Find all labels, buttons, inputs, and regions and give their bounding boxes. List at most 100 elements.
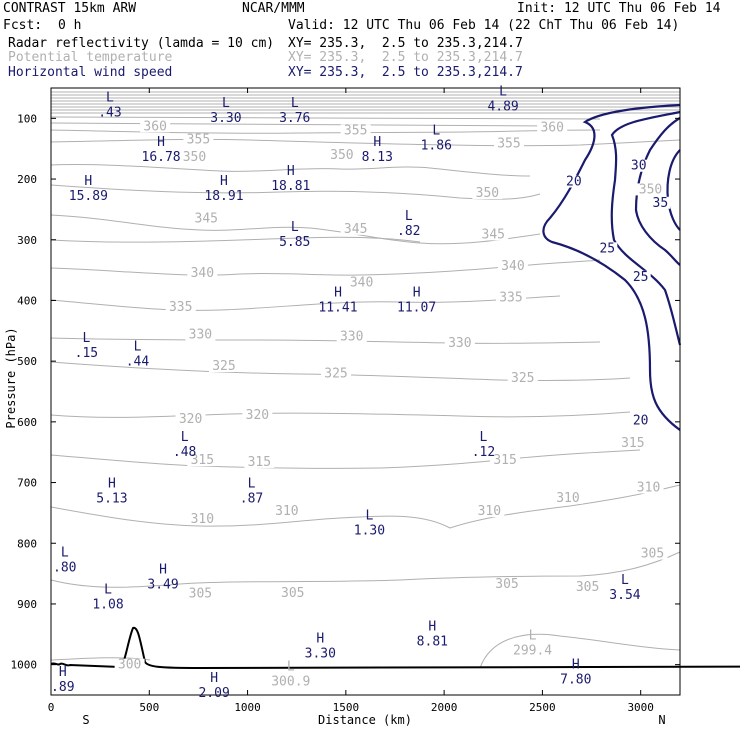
wind-contour-20a (542, 103, 681, 431)
wind-extremum-value: 5.85 (279, 235, 310, 250)
wind-extremum-letter: H (210, 671, 218, 686)
wind-extremum-letter: L (82, 331, 90, 346)
theta-label-bg (187, 454, 218, 467)
theta-label-bg (175, 412, 206, 425)
wind-label-bg (630, 270, 651, 283)
theta-contour-label: 310 (191, 512, 214, 527)
x-tick-label: 1000 (234, 701, 261, 714)
theta-contour-label: 310 (478, 504, 501, 519)
wind-extremum-value: 16.78 (142, 150, 181, 165)
y-tick-label: 200 (17, 173, 37, 186)
theta-label-bg (187, 267, 218, 280)
theta-contour-label: 310 (556, 491, 579, 506)
theta-contour-label: 315 (191, 453, 214, 468)
theta-label-bg (492, 577, 523, 590)
wind-extremum-letter: H (373, 135, 381, 150)
field-theta-xy: XY= 235.3, 2.5 to 235.3,214.7 (288, 50, 523, 65)
theta-contour-label: 305 (641, 547, 664, 562)
x-tick-label: 2000 (431, 701, 458, 714)
theta-line-325 (50, 361, 631, 381)
theta-contour-label: 335 (499, 290, 522, 305)
plot-frame (50, 87, 681, 696)
theta-contour-label: 320 (246, 408, 269, 423)
wind-extremum-value: .82 (397, 224, 420, 239)
theta-contour-label: 325 (511, 371, 534, 386)
theta-contour-label: 345 (344, 222, 367, 237)
wind-extremum-value: 1.08 (92, 597, 123, 612)
theta-contour-label: 315 (248, 455, 271, 470)
theta-label-bg (187, 513, 218, 526)
theta-label-bg (633, 481, 664, 494)
y-tick-label: 600 (17, 416, 37, 429)
theta-label-bg (537, 121, 568, 134)
wind-extremum-value: 2.09 (198, 686, 229, 701)
theta-label-bg (271, 505, 302, 518)
theta-line-310 (50, 484, 681, 529)
theta-contour-label: 355 (187, 133, 210, 148)
y-tick-label: 300 (17, 234, 37, 247)
wind-extremum-letter: H (108, 477, 116, 492)
y-axis-title: Pressure (hPa) (4, 327, 18, 428)
theta-line-315 (50, 449, 641, 469)
theta-label-bg (340, 124, 371, 137)
theta-contour-label: 355 (497, 136, 520, 151)
y-tick-label: 900 (17, 598, 37, 611)
wind-contour-label: 25 (633, 270, 649, 285)
wind-extremum-value: 8.81 (417, 634, 448, 649)
theta-label-bg (326, 148, 357, 161)
wind-extremum-value: .80 (53, 560, 76, 575)
theta-label-bg (617, 437, 648, 450)
theta-extremum-letter: L (529, 628, 537, 643)
theta-label-bg (474, 505, 505, 518)
theta-extremum-letter: L (287, 659, 295, 674)
theta-contour-label: 305 (281, 586, 304, 601)
theta-label-bg (490, 454, 521, 467)
theta-contour-label: 310 (275, 504, 298, 519)
theta-contours (50, 91, 681, 669)
wind-extremum-value: .43 (98, 106, 121, 121)
theta-label-bg (444, 336, 475, 349)
theta-dense-top (50, 91, 680, 127)
theta-contour-label: 355 (344, 124, 367, 139)
wind-contour-label: 25 (599, 241, 615, 256)
theta-label-bg (208, 360, 239, 373)
wind-label-bg (650, 196, 671, 209)
wind-extremum-value: 1.86 (421, 138, 452, 153)
wind-extremum-value: .87 (240, 492, 263, 507)
theta-contour-label: 335 (169, 300, 192, 315)
theta-label-bg (497, 259, 528, 272)
theta-line-350 (50, 164, 531, 177)
wind-extremum-letter: L (106, 91, 114, 106)
center-title: NCAR/MMM (242, 1, 305, 16)
wind-extremum-value: 3.30 (305, 646, 336, 661)
theta-label-bg (472, 187, 503, 200)
theta-contour-label: 310 (637, 480, 660, 495)
wind-extremum-letter: L (432, 123, 440, 138)
wind-extremum-letter: L (134, 340, 142, 355)
theta-line-305 (50, 551, 681, 588)
wind-extremum-letter: L (291, 96, 299, 111)
theta-contour-label: 325 (324, 366, 347, 381)
wind-extremum-letter: H (59, 665, 67, 680)
wind-extremum-letter: L (480, 430, 488, 445)
wind-extremum-letter: L (181, 430, 189, 445)
theta-label-bg (183, 133, 214, 146)
wind-extremum-letter: L (621, 573, 629, 588)
theta-contour-label: 345 (482, 227, 505, 242)
y-tick-label: 800 (17, 537, 37, 550)
theta-label-bg (242, 409, 273, 422)
y-tick-label: 400 (17, 294, 37, 307)
wind-extremum-value: 3.76 (279, 111, 310, 126)
theta-line-335 (50, 295, 561, 311)
wind-extremum-letter: H (316, 631, 324, 646)
x-tick-label: 3000 (627, 701, 654, 714)
wind-extremum-value: 11.41 (318, 300, 357, 315)
wind-extremum-letter: H (413, 285, 421, 300)
theta-contour-label: 350 (330, 148, 353, 163)
x-tick-label: 500 (139, 701, 159, 714)
wind-extremum-value: 3.54 (609, 588, 640, 603)
theta-label-bg (495, 291, 526, 304)
field-wind-xy: XY= 235.3, 2.5 to 235.3,214.7 (288, 65, 523, 80)
wind-extremum-letter: H (84, 174, 92, 189)
